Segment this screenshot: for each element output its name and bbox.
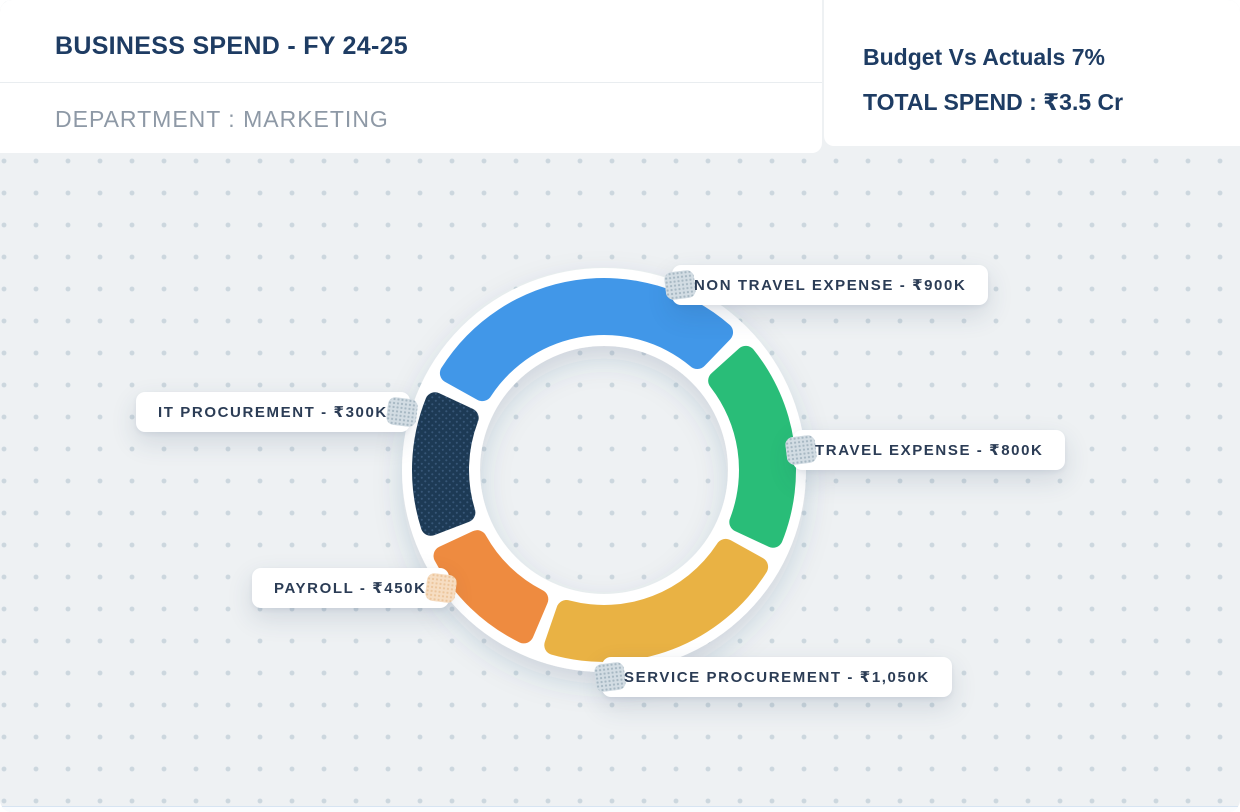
donut-segment-travel-expense[interactable] bbox=[708, 345, 796, 548]
label-pill-payroll[interactable]: PAYROLL - ₹450K bbox=[252, 568, 449, 608]
total-spend: TOTAL SPEND : ₹3.5 Cr bbox=[863, 89, 1124, 115]
page-title: BUSINESS SPEND - FY 24-25 bbox=[55, 32, 408, 60]
label-pill-text: NON TRAVEL EXPENSE - ₹900K bbox=[694, 277, 967, 294]
department-label: DEPARTMENT : MARKETING bbox=[55, 106, 389, 132]
label-pill-text: TRAVEL EXPENSE - ₹800K bbox=[815, 442, 1044, 459]
label-pill-it-procurement[interactable]: IT PROCUREMENT - ₹300K bbox=[136, 392, 410, 432]
header-divider bbox=[0, 82, 822, 83]
bottom-edge-strip bbox=[0, 806, 1240, 812]
label-pill-travel-expense[interactable]: TRAVEL EXPENSE - ₹800K bbox=[793, 430, 1066, 470]
donut-segment-payroll[interactable] bbox=[433, 530, 549, 644]
label-pill-service-procurement[interactable]: SERVICE PROCUREMENT - ₹1,050K bbox=[602, 657, 952, 697]
donut-segment-service-procurement[interactable] bbox=[544, 538, 769, 663]
label-pill-text: PAYROLL - ₹450K bbox=[274, 580, 427, 597]
donut-segment-non-travel-expense[interactable] bbox=[439, 278, 734, 402]
donut-segment-it-procurement[interactable] bbox=[411, 392, 479, 536]
label-pill-text: SERVICE PROCUREMENT - ₹1,050K bbox=[624, 669, 930, 686]
label-pill-non-travel-expense[interactable]: NON TRAVEL EXPENSE - ₹900K bbox=[672, 265, 989, 305]
summary-card: Budget Vs Actuals 7% TOTAL SPEND : ₹3.5 … bbox=[824, 0, 1240, 146]
label-pill-text: IT PROCUREMENT - ₹300K bbox=[158, 404, 388, 421]
budget-vs-actuals: Budget Vs Actuals 7% bbox=[863, 44, 1105, 70]
header-card: BUSINESS SPEND - FY 24-25 DEPARTMENT : M… bbox=[0, 0, 822, 153]
